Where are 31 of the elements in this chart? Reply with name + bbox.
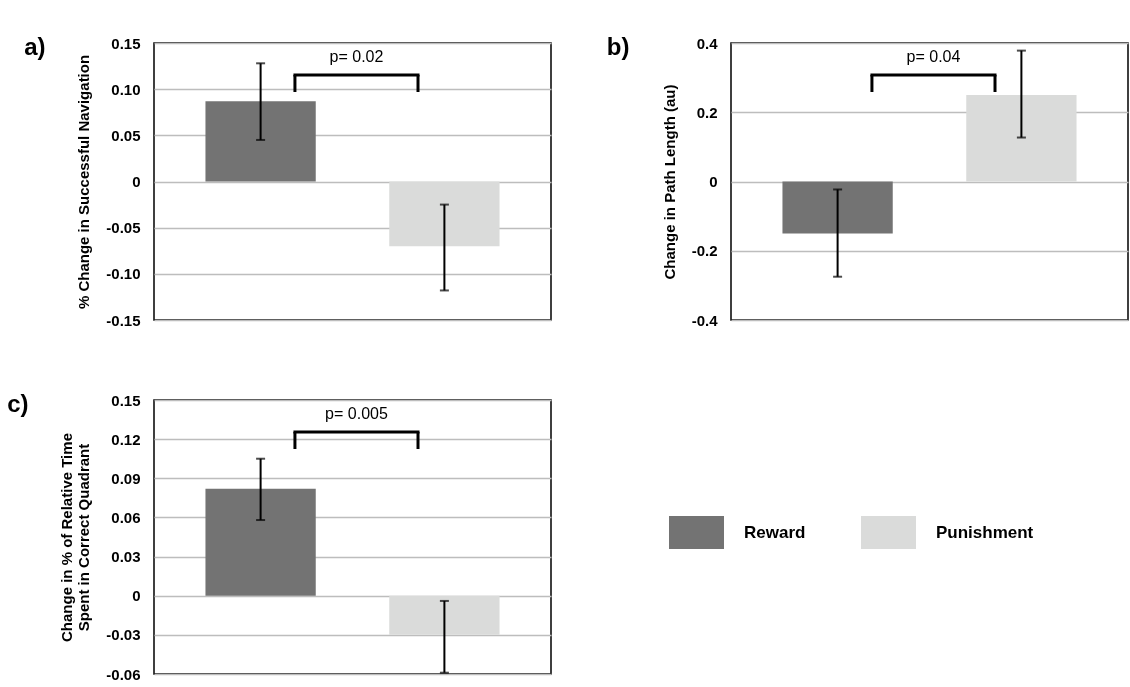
y-tick-label: 0 [132, 173, 141, 190]
y-tick-label: 0.10 [111, 80, 141, 98]
chart-title: b) [606, 33, 630, 60]
y-tick-label: 0.06 [111, 508, 141, 526]
y-tick-label: -0.05 [106, 219, 141, 237]
chart-title: a) [24, 33, 46, 60]
annotation: p= 0.005 [325, 405, 388, 422]
chart-title: c) [7, 390, 29, 417]
y-tick-label: 0.15 [111, 34, 141, 52]
y-tick-label: -0.10 [106, 265, 141, 283]
y-tick-label: -0.15 [106, 311, 141, 329]
annotation: p= 0.02 [329, 48, 384, 65]
y-axis-title: Change in Path Length (au) [660, 84, 678, 280]
y-tick-label: 0.12 [111, 430, 141, 448]
y-axis-title: % Change in Successful Navigation [75, 54, 93, 310]
y-tick-label: -0.4 [691, 311, 719, 329]
legend-label: Punishment [936, 522, 1034, 542]
y-tick-label: 0 [709, 173, 718, 190]
y-tick-label: 0.4 [696, 34, 719, 52]
y-axis-title: Change in % of Relative Time Spent in Correct Quadrant [58, 433, 93, 642]
y-tick-label: 0.09 [111, 469, 141, 487]
y-tick-label: -0.06 [106, 665, 141, 683]
y-tick-label: 0.05 [111, 126, 141, 144]
y-tick-label: -0.2 [691, 242, 718, 260]
y-tick-label: -0.03 [106, 626, 141, 644]
y-tick-label: 0.2 [696, 103, 718, 121]
y-tick-label: 0.15 [111, 391, 141, 409]
annotation: p= 0.04 [906, 48, 961, 65]
y-tick-label: 0 [132, 587, 141, 605]
legend-label: Reward [744, 522, 806, 542]
y-tick-label: 0.03 [111, 548, 141, 566]
